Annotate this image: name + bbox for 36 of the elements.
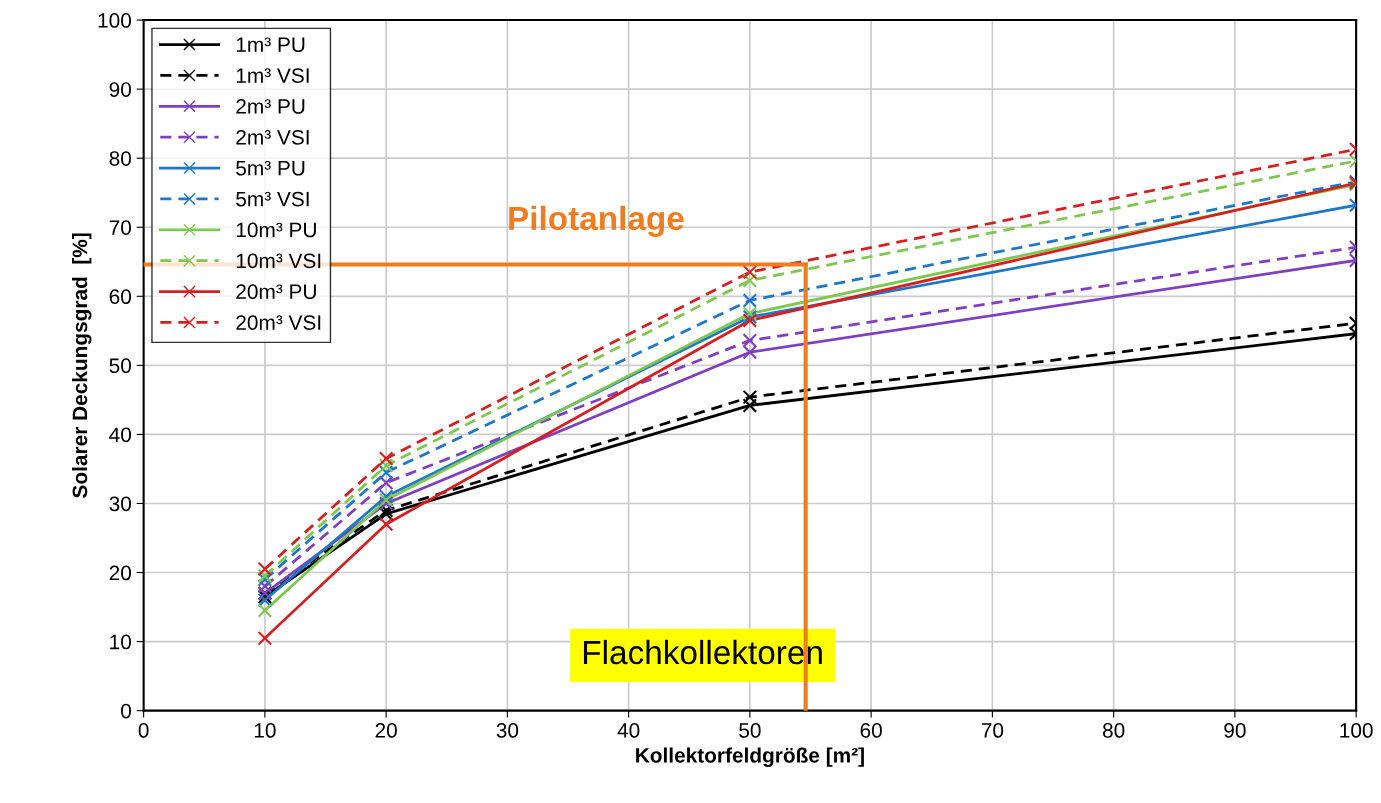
y-tick-label: 90 — [109, 82, 132, 97]
legend-label: 2m³ PU — [236, 99, 305, 114]
ref-line-label: Flachkollektoren — [583, 639, 822, 665]
y-tick-label: 0 — [121, 703, 131, 719]
x-tick-label: 40 — [617, 723, 640, 738]
x-tick-label: 70 — [981, 723, 1004, 738]
legend-label: 20m³ PU — [236, 284, 316, 300]
x-tick-label: 10 — [254, 723, 276, 738]
x-tick-label: 50 — [739, 723, 761, 738]
legend-label: 1m³ VSI — [236, 68, 309, 83]
y-tick-label: 100 — [98, 13, 132, 28]
legend-label: 5m³ PU — [236, 160, 305, 176]
legend-label: 20m³ VSI — [236, 315, 321, 330]
x-tick-label: 90 — [1224, 723, 1246, 738]
x-tick-label: 0 — [138, 723, 149, 738]
y-tick-label: 40 — [109, 427, 132, 443]
y-axis-title: Solarer Deckungsgrad [%] — [72, 233, 92, 498]
legend-label: 5m³ VSI — [236, 191, 309, 207]
ref-line-label: Pilotanlage — [509, 205, 684, 237]
x-tick-label: 80 — [1102, 723, 1125, 738]
x-tick-label: 30 — [496, 723, 519, 738]
legend-label: 10m³ VSI — [236, 253, 321, 269]
y-tick-label: 60 — [109, 289, 132, 305]
x-tick-label: 60 — [860, 723, 882, 738]
y-tick-label: 50 — [109, 358, 132, 374]
legend-label: 10m³ PU — [236, 222, 316, 238]
y-tick-label: 10 — [110, 634, 132, 650]
legend-label: 1m³ PU — [236, 37, 305, 53]
y-tick-label: 80 — [109, 151, 132, 166]
x-tick-label: 100 — [1340, 723, 1373, 738]
legend-label: 2m³ VSI — [236, 129, 309, 145]
y-tick-label: 20 — [109, 565, 132, 581]
x-tick-label: 20 — [375, 723, 397, 738]
x-axis-title: Kollektorfeldgröße [m²] — [636, 747, 864, 767]
y-tick-label: 70 — [109, 220, 132, 235]
y-tick-label: 30 — [109, 496, 132, 512]
